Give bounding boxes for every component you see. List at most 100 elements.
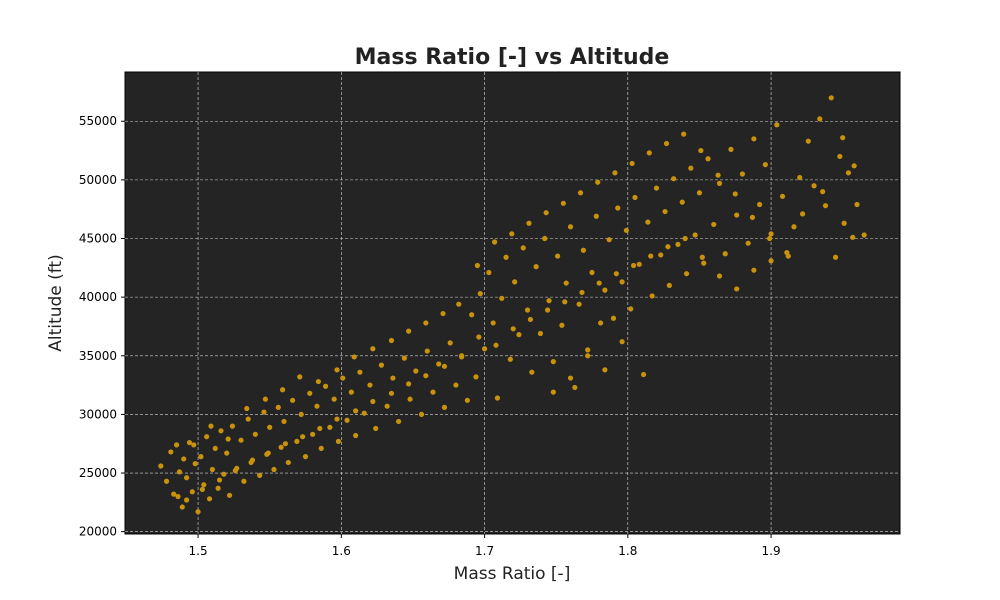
- data-point: [175, 493, 181, 500]
- data-point: [198, 454, 204, 460]
- data-point: [401, 355, 407, 361]
- data-point: [224, 450, 230, 456]
- data-point: [701, 260, 707, 266]
- data-point: [630, 262, 637, 269]
- data-point: [562, 299, 568, 305]
- data-point: [353, 432, 359, 439]
- y-tick-label: 20000: [79, 525, 117, 539]
- data-point: [711, 221, 717, 228]
- data-point: [430, 389, 436, 395]
- data-point: [204, 434, 210, 440]
- data-point: [261, 409, 267, 415]
- data-point: [837, 153, 843, 160]
- data-point: [537, 330, 544, 337]
- y-tick-label: 30000: [79, 407, 117, 421]
- data-point: [550, 389, 556, 395]
- data-point: [716, 180, 723, 186]
- data-point: [265, 450, 271, 456]
- data-point: [331, 396, 337, 402]
- data-point: [168, 449, 174, 455]
- data-point: [629, 160, 635, 167]
- data-point: [640, 371, 647, 378]
- data-point: [762, 162, 768, 168]
- data-point: [658, 252, 664, 258]
- data-point: [357, 369, 363, 375]
- data-point: [436, 361, 442, 367]
- data-point: [351, 354, 357, 360]
- data-point: [459, 354, 465, 360]
- data-point: [675, 241, 681, 247]
- data-point: [751, 136, 757, 142]
- data-point: [440, 310, 446, 317]
- data-point: [580, 247, 587, 253]
- y-axis-label: Altitude (ft): [46, 254, 66, 351]
- data-point: [546, 298, 552, 304]
- data-point: [163, 478, 170, 484]
- data-point: [811, 183, 817, 189]
- data-point: [529, 369, 535, 375]
- data-point: [212, 445, 218, 452]
- data-point: [248, 459, 254, 466]
- data-point: [490, 320, 496, 326]
- data-point: [344, 417, 350, 423]
- data-point: [373, 425, 379, 432]
- data-point: [238, 437, 244, 443]
- data-point: [832, 254, 839, 260]
- data-point: [632, 194, 638, 201]
- data-point: [851, 163, 857, 169]
- data-point: [560, 200, 566, 206]
- data-point: [619, 279, 625, 285]
- data-point: [841, 220, 847, 226]
- data-point: [281, 418, 287, 425]
- data-point: [327, 424, 333, 430]
- data-point: [610, 315, 617, 321]
- data-point: [317, 425, 323, 432]
- data-point: [734, 212, 740, 218]
- data-point: [563, 280, 569, 286]
- data-point: [315, 378, 321, 385]
- data-point: [757, 201, 763, 208]
- data-point: [226, 492, 233, 498]
- data-point: [176, 469, 183, 475]
- data-point: [840, 135, 846, 141]
- data-point: [310, 431, 316, 437]
- data-point: [314, 403, 320, 409]
- data-point: [559, 322, 565, 328]
- data-point: [579, 289, 585, 296]
- data-point: [491, 239, 498, 245]
- plot-area: [124, 71, 901, 535]
- data-point: [271, 466, 277, 473]
- data-point: [589, 269, 595, 276]
- data-point: [692, 232, 698, 238]
- data-point: [390, 375, 396, 381]
- data-point: [509, 231, 515, 237]
- data-point: [370, 346, 376, 352]
- data-point: [418, 411, 425, 417]
- data-point: [567, 224, 574, 230]
- y-tick-label: 40000: [79, 290, 117, 304]
- data-point: [797, 174, 803, 181]
- data-point: [469, 312, 475, 318]
- data-point: [334, 367, 340, 373]
- y-tick-label: 55000: [79, 114, 117, 128]
- data-point: [262, 396, 268, 402]
- data-point: [749, 214, 756, 221]
- data-point: [406, 328, 412, 334]
- data-point: [510, 326, 516, 332]
- data-point: [441, 363, 448, 369]
- data-point: [662, 208, 668, 215]
- data-point: [208, 423, 214, 429]
- data-point: [481, 346, 488, 352]
- data-point: [173, 442, 180, 448]
- data-point: [861, 232, 867, 238]
- data-point: [699, 254, 705, 260]
- data-point: [512, 279, 518, 285]
- data-point: [646, 150, 652, 156]
- data-point: [183, 475, 190, 481]
- data-point: [494, 395, 501, 401]
- data-point: [206, 496, 213, 502]
- data-point: [779, 193, 786, 199]
- data-point: [612, 170, 618, 176]
- data-point: [705, 156, 711, 162]
- data-point: [550, 359, 556, 365]
